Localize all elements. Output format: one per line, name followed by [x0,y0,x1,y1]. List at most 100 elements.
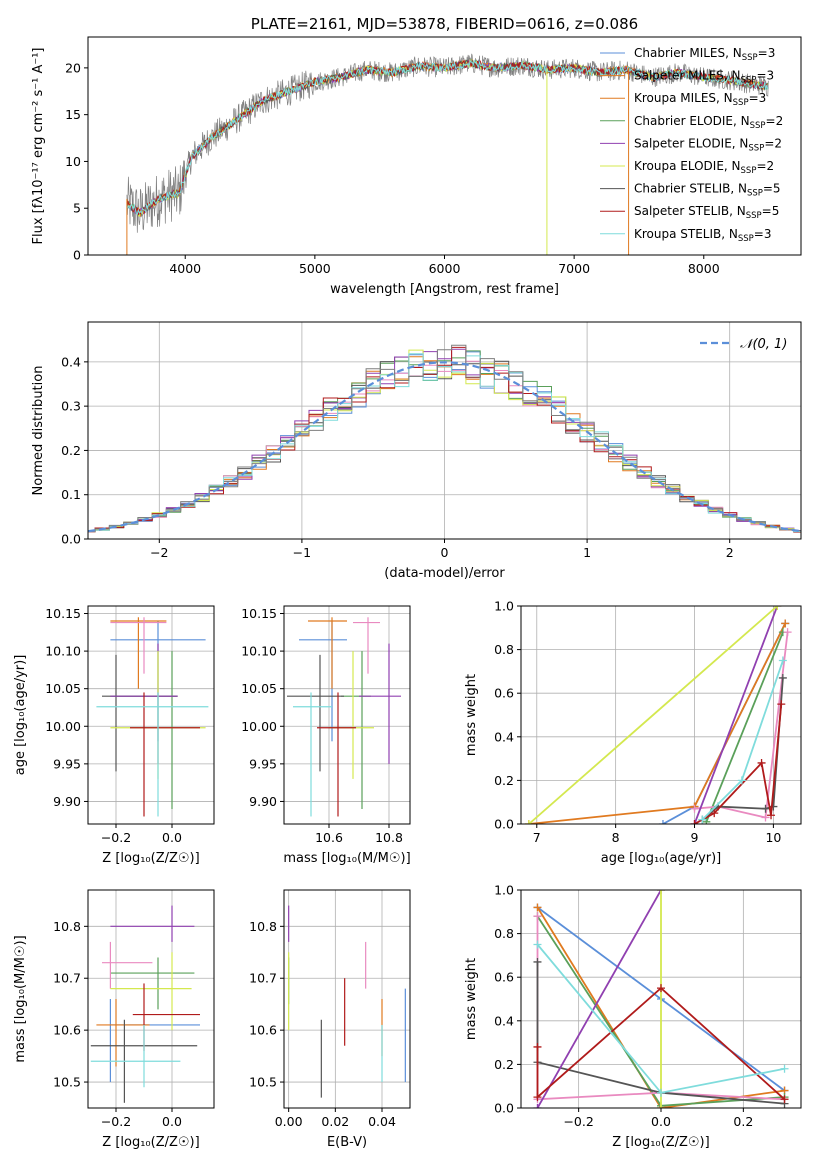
xtick-label: 10.8 [375,830,403,845]
ytick-label: 0.8 [494,642,514,657]
x-axis-label: Z [log₁₀(Z/Z☉)] [612,1135,709,1150]
legend-entry: Kroupa ELODIE, NSSP=2 [634,159,774,176]
axes-frame [87,889,215,1109]
point-marker [690,804,699,813]
plot-area-mass-vs-Z [90,905,200,1103]
ytick-label: 0.2 [494,1057,514,1072]
point-marker [657,1104,665,1108]
ytick-label: 10.15 [45,606,81,621]
xtick-label: 2 [726,545,734,560]
y-axis-label: mass weight [464,674,479,756]
xtick-label: 4000 [169,261,201,276]
legend: 𝒩(0, 1) [700,337,787,352]
point-marker [778,673,787,682]
ytick-label: 10.05 [241,681,277,696]
ytick-label: 10.8 [53,919,81,934]
xtick-label: 10.6 [315,830,343,845]
ytick-label: 0.4 [494,729,514,744]
ytick-label: 10.7 [53,971,81,986]
xtick-label: 0 [441,545,449,560]
ytick-label: 1.0 [494,599,514,614]
x-axis-label: age [log₁₀(age/yr)] [601,851,722,866]
point-marker [757,758,766,767]
plot-area-spectrum [126,53,769,255]
ytick-label: 20 [65,60,81,75]
xtick-label: 0.0 [651,1114,671,1129]
point-marker [533,912,542,921]
ytick-label: 0.0 [494,817,514,832]
plot-area-residuals [88,344,801,533]
legend-entry: Salpeter ELODIE, NSSP=2 [634,136,782,153]
ytick-label: 0.4 [61,354,81,369]
ytick-label: 0 [73,248,81,263]
point-marker [783,628,792,637]
panel-mass-vs-EBV: 0.00 0.02 0.04 10.5 10.6 10.7 10.8 E(B-V) [249,889,411,1150]
ytick-label: 15 [65,107,81,122]
ytick-label: 0.6 [494,686,514,701]
xtick-label: 0.2 [733,1114,753,1129]
legend-entry: Kroupa STELIB, NSSP=3 [634,227,772,244]
ytick-label: 10.8 [249,919,277,934]
ytick-label: 5 [73,201,81,216]
xtick-label: 1 [583,545,591,560]
point-marker [658,820,667,824]
xtick-label: −0.2 [101,1114,131,1129]
panel-age-vs-mass: 10.6 10.8 9.90 9.95 10.00 10.05 10.10 10.15 mass… [241,605,411,866]
x-axis-label: E(B-V) [327,1135,367,1150]
plot-area-age-vs-mass [287,617,401,817]
point-marker [690,820,699,824]
plot-area-age-vs-Z [96,617,209,817]
y-axis-label: Flux [fλ10⁻¹⁷ erg cm⁻² s⁻¹ A⁻¹] [31,48,46,245]
ytick-label: 0.0 [494,1101,514,1116]
ytick-label: 0.8 [494,926,514,941]
panel-residuals: −2 −1 0 1 2 0.0 0.1 0.2 0.3 0.4 (data-model)/error… [31,321,802,581]
ytick-label: 10.5 [249,1075,277,1090]
point-marker [533,903,542,912]
series-line-5 [536,890,662,1108]
model-line-8 [126,59,769,216]
ytick-label: 10.10 [45,644,81,659]
series-line-4 [536,961,785,1105]
ytick-label: 0.0 [61,532,81,547]
series-line-7 [536,986,786,1100]
ytick-label: 10.7 [249,971,277,986]
point-marker [781,619,790,628]
ytick-label: 10.6 [249,1023,277,1038]
ytick-label: 9.90 [53,794,81,809]
xtick-label: −0.2 [101,830,131,845]
xtick-label: 0.0 [162,1114,182,1129]
xtick-label: 5000 [299,261,331,276]
legend-entry: Kroupa MILES, NSSP=3 [634,91,766,108]
legend-entry: Chabrier STELIB, NSSP=5 [634,182,781,199]
xtick-label: 0.02 [321,1114,349,1129]
axes-frame [87,605,215,825]
point-marker [533,1093,542,1102]
plot-area-mass-vs-EBV [288,905,406,1098]
point-marker [767,811,776,820]
xtick-label: 6000 [429,261,461,276]
legend-entry: Salpeter STELIB, NSSP=5 [634,204,779,221]
xtick-label: 0.0 [162,830,182,845]
point-marker [780,1095,789,1104]
point-marker [533,957,542,966]
point-marker [524,820,533,824]
legend: Chabrier MILES, NSSP=3 Salpeter MILES, NS… [600,46,783,244]
point-marker [761,813,770,822]
plot-area-massweight-vs-Z [533,890,789,1108]
xtick-label: 0.04 [368,1114,396,1129]
point-marker [657,1088,665,1097]
ytick-label: 0.4 [494,1013,514,1028]
y-axis-label: Normed distribution [31,366,46,496]
legend-entry: 𝒩(0, 1) [740,337,787,352]
legend-entry: Chabrier MILES, NSSP=3 [634,46,775,63]
ytick-label: 0.6 [494,970,514,985]
point-marker [533,1042,542,1051]
histogram-4 [88,356,801,533]
ytick-label: 0.2 [61,443,81,458]
xtick-label: −1 [293,545,311,560]
ytick-label: 0.3 [61,399,81,414]
ytick-label: 1.0 [494,883,514,898]
legend-entry: Chabrier ELODIE, NSSP=2 [634,114,783,131]
point-marker [777,700,786,709]
